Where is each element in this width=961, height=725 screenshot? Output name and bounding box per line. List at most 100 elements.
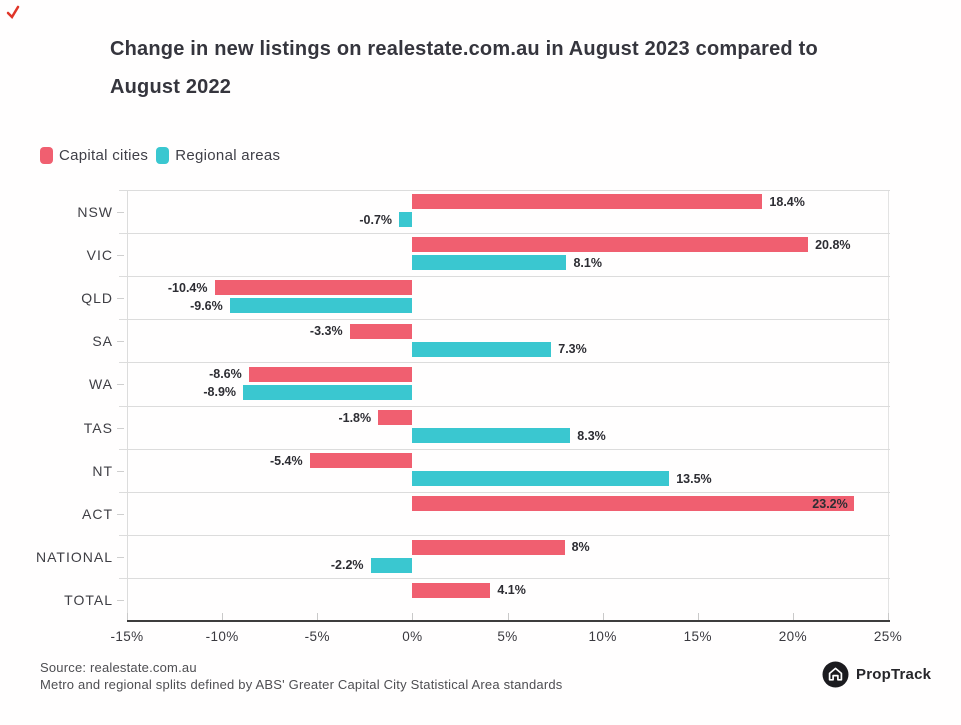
category-label-tas: TAS <box>83 419 113 436</box>
bar-capital-act <box>412 496 854 512</box>
row-separator <box>119 275 890 277</box>
value-label: -1.8% <box>338 410 372 425</box>
bar-capital-vic <box>412 237 809 253</box>
category-label-wa: WA <box>88 376 113 393</box>
row-separator <box>119 232 890 234</box>
value-label: 18.4% <box>769 194 805 209</box>
x-axis-tick <box>127 613 128 620</box>
row-separator <box>119 362 890 364</box>
category-tick <box>117 557 124 559</box>
bar-capital-wa <box>248 366 413 382</box>
bar-regional-nsw <box>399 212 413 227</box>
value-label: 8.3% <box>577 428 606 443</box>
value-label: -10.4% <box>167 280 208 295</box>
x-axis-tick <box>222 613 224 620</box>
bar-regional-qld <box>229 298 413 314</box>
row-separator <box>119 535 890 537</box>
row-separator <box>119 491 890 493</box>
x-axis-tick <box>697 613 699 620</box>
value-label: -8.6% <box>209 367 242 382</box>
category-tick <box>117 470 124 472</box>
legend-item-regional: Regional areas <box>156 147 280 164</box>
red-corner-mark <box>6 5 20 20</box>
proptrack-logo-text: PropTrack <box>856 666 932 683</box>
bar-regional-tas <box>412 428 571 443</box>
category-tick <box>117 298 124 299</box>
bar-capital-qld <box>214 280 413 296</box>
capital-cities-swatch <box>40 147 53 164</box>
x-tick-label: -5% <box>304 629 330 644</box>
row-separator <box>119 319 890 321</box>
category-label-sa: SA <box>92 333 113 350</box>
regional-areas-swatch <box>156 147 170 164</box>
x-axis-line <box>127 620 890 622</box>
chart-title: Change in new listings on realestate.com… <box>110 30 818 106</box>
x-tick-label: 20% <box>778 629 807 644</box>
row-separator <box>119 448 890 450</box>
x-tick-label: 15% <box>683 629 712 644</box>
chart-title-line1: Change in new listings on realestate.com… <box>110 38 818 60</box>
bar-capital-nsw <box>412 194 763 209</box>
category-label-vic: VIC <box>86 246 113 263</box>
x-tick-label: -10% <box>205 629 239 644</box>
value-label: 8% <box>571 540 590 555</box>
bar-regional-national <box>370 557 413 573</box>
chart-title-line2: August 2022 <box>110 76 232 98</box>
x-tick-label: 25% <box>873 629 903 644</box>
value-label: 8.1% <box>573 255 602 270</box>
category-tick <box>117 254 124 256</box>
value-label: 20.8% <box>815 237 851 252</box>
footer-note: Metro and regional splits defined by ABS… <box>40 677 563 692</box>
x-tick-label: 0% <box>402 629 423 644</box>
row-separator <box>119 189 890 191</box>
category-tick <box>117 427 124 429</box>
x-axis-tick <box>412 613 414 620</box>
category-label-act: ACT <box>82 506 113 522</box>
value-label: -9.6% <box>190 298 223 313</box>
value-label: -5.4% <box>269 453 303 468</box>
category-tick <box>117 341 124 343</box>
row-separator <box>119 578 890 580</box>
proptrack-logo: PropTrack <box>822 661 931 688</box>
bar-regional-sa <box>412 341 552 357</box>
value-label: -8.9% <box>203 385 237 400</box>
bar-capital-tas <box>378 410 413 425</box>
legend-label-regional: Regional areas <box>175 147 281 164</box>
x-axis-tick <box>602 613 604 620</box>
category-tick <box>117 384 124 386</box>
value-label: -2.2% <box>330 558 364 573</box>
category-label-nsw: NSW <box>77 203 113 220</box>
legend: Capital cities Regional areas <box>40 147 288 164</box>
x-tick-label: -15% <box>110 629 144 644</box>
bar-regional-vic <box>412 255 567 271</box>
x-tick-label: 5% <box>497 629 518 644</box>
bar-capital-sa <box>349 323 413 339</box>
category-label-total: TOTAL <box>64 592 113 609</box>
bar-capital-nt <box>309 453 413 469</box>
x-tick-label: 10% <box>588 629 617 644</box>
footer: Source: realestate.com.au Metro and regi… <box>40 659 562 693</box>
category-label-nt: NT <box>92 462 113 479</box>
value-label: 23.2% <box>812 496 848 511</box>
x-axis-tick <box>317 613 319 620</box>
row-separator <box>119 405 890 407</box>
category-tick <box>117 514 124 515</box>
legend-item-capital: Capital cities <box>40 147 148 164</box>
category-label-national: NATIONAL <box>36 549 113 566</box>
bar-regional-nt <box>412 471 670 487</box>
value-label: 4.1% <box>497 583 526 598</box>
x-axis-tick <box>888 613 889 620</box>
legend-label-capital: Capital cities <box>59 147 149 164</box>
value-label: 13.5% <box>676 471 712 486</box>
category-tick <box>117 211 124 213</box>
value-label: 7.3% <box>558 342 587 357</box>
bar-capital-national <box>412 539 565 555</box>
bar-regional-wa <box>243 384 413 400</box>
bar-capital-total <box>412 582 491 598</box>
value-label: -0.7% <box>359 212 393 227</box>
proptrack-house-icon <box>822 661 849 688</box>
category-label-qld: QLD <box>81 290 113 306</box>
x-axis-tick <box>507 613 509 620</box>
footer-source: Source: realestate.com.au <box>40 660 197 675</box>
